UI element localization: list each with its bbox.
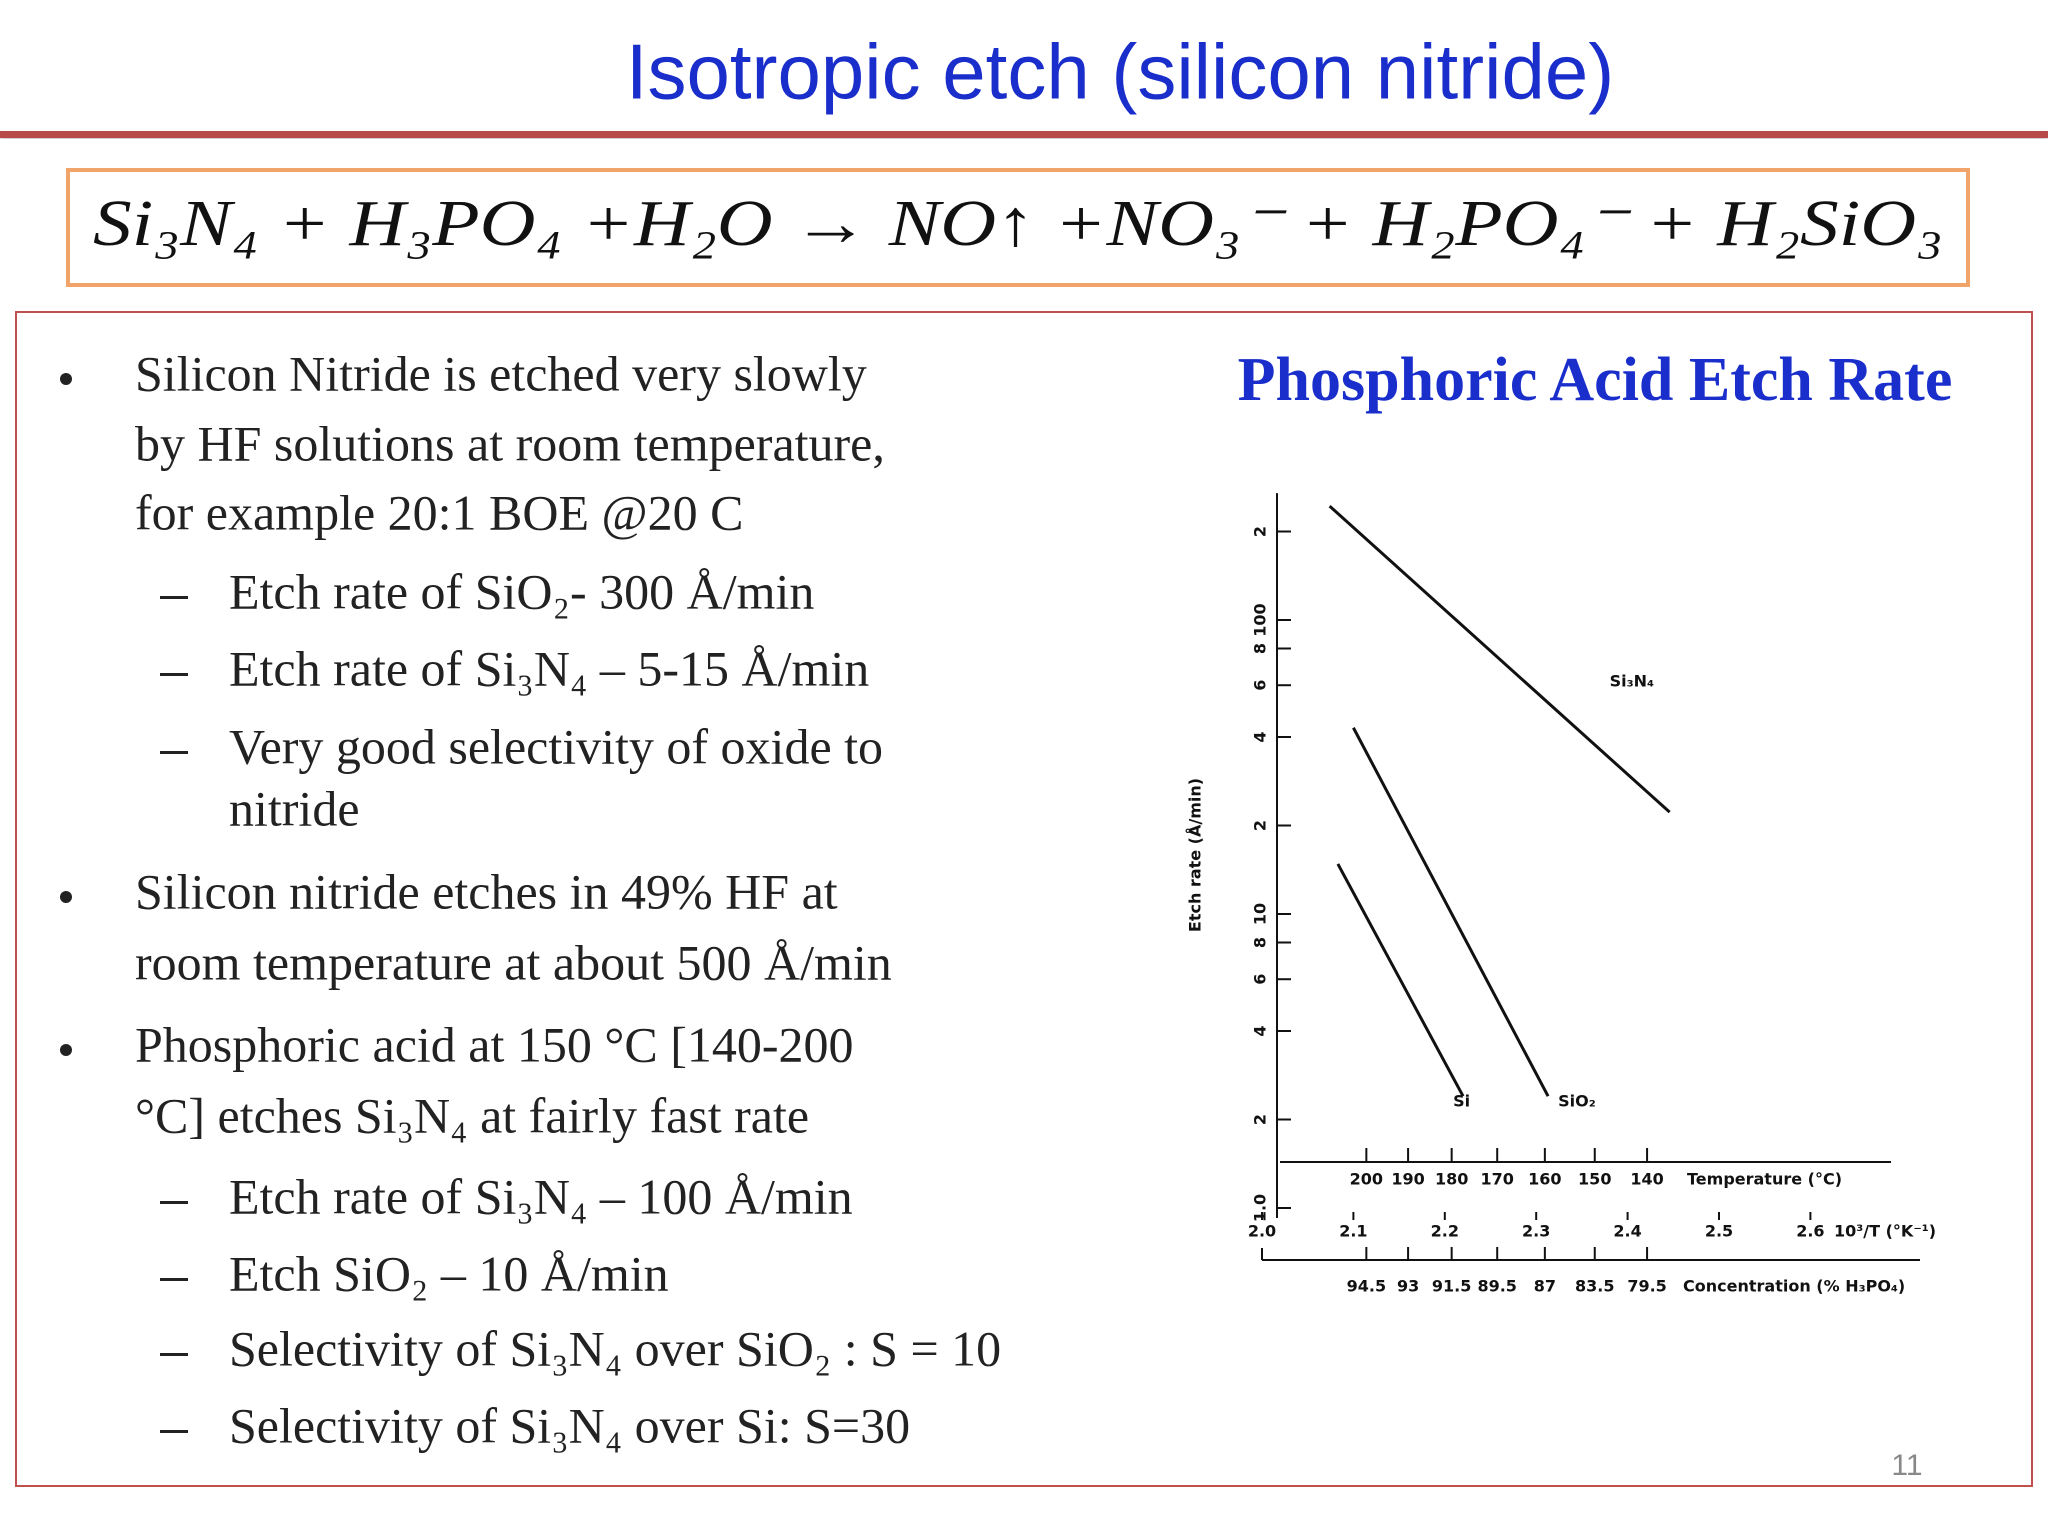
- dash: [160, 751, 188, 754]
- title-rule: [0, 131, 2048, 138]
- equation: Si₃N₄ + H₃PO₄ +H₂O → NO↑ +NO₃⁻ + H₂PO₄⁻ …: [93, 187, 1943, 260]
- slide-title: Isotropic etch (silicon nitride): [626, 28, 1614, 116]
- bullet-text: Selectivity of Si₃N₄ over SiO₂ : S = 10: [229, 1320, 1001, 1376]
- dash: [160, 596, 188, 599]
- temperature-tick-label: 170: [1481, 1170, 1514, 1189]
- bullet: [60, 1044, 72, 1056]
- temperature-tick-label: 200: [1350, 1170, 1383, 1189]
- concentration-tick-label: 89.5: [1477, 1277, 1516, 1296]
- y-tick-label: 2: [1251, 820, 1270, 831]
- y-tick-label: 1.0: [1251, 1194, 1270, 1222]
- y-tick-label: 2: [1251, 526, 1270, 537]
- x-tick-label: 2.3: [1522, 1222, 1550, 1241]
- y-tick-label: 8: [1251, 643, 1270, 654]
- bullet-text: Phosphoric acid at 150 °C [140-200: [135, 1016, 854, 1072]
- dash: [160, 1430, 188, 1433]
- series-label: Si₃N₄: [1610, 672, 1654, 691]
- x-tick-label: 2.1: [1339, 1222, 1367, 1241]
- chart-title: Phosphoric Acid Etch Rate: [1238, 346, 1953, 414]
- bullet-text: room temperature at about 500 Å/min: [135, 934, 892, 990]
- dash: [160, 1201, 188, 1204]
- y-tick-label: 4: [1251, 1025, 1270, 1036]
- temperature-tick-label: 160: [1528, 1170, 1561, 1189]
- concentration-tick-label: 93: [1397, 1277, 1419, 1296]
- bullet-text: Etch rate of SiO₂- 300 Å/min: [229, 563, 814, 619]
- bullet-text: by HF solutions at room temperature,: [135, 415, 885, 471]
- x-axis-label: 10³/T (°K⁻¹): [1834, 1222, 1936, 1241]
- y-tick-label: 6: [1251, 680, 1270, 691]
- y-tick-label: 10: [1251, 903, 1270, 925]
- bullet-text: for example 20:1 BOE @20 C: [135, 484, 743, 540]
- bullet-text: Very good selectivity of oxide to: [229, 718, 883, 774]
- x-tick-label: 2.5: [1705, 1222, 1733, 1241]
- series-label: Si: [1453, 1092, 1470, 1111]
- y-axis-label: Etch rate (Å/min): [1186, 778, 1205, 932]
- concentration-tick-label: 94.5: [1347, 1277, 1386, 1296]
- y-tick-label: 2: [1251, 1114, 1270, 1125]
- temperature-tick-label: 140: [1630, 1170, 1663, 1189]
- y-tick-label: 8: [1251, 937, 1270, 948]
- temperature-tick-label: 180: [1435, 1170, 1468, 1189]
- bullet: [60, 891, 72, 903]
- bullet-text: Silicon Nitride is etched very slowly: [135, 345, 867, 401]
- series-line: [1352, 727, 1550, 1097]
- content-box: [15, 311, 2033, 1487]
- dash: [160, 673, 188, 676]
- page-number: 11: [1891, 1449, 1922, 1482]
- x-tick-label: 2.2: [1431, 1222, 1459, 1241]
- bullet-text: Selectivity of Si₃N₄ over Si: S=30: [229, 1397, 910, 1453]
- series-line: [1336, 863, 1465, 1097]
- concentration-tick-label: 87: [1534, 1277, 1556, 1296]
- bullet-text: Etch rate of Si₃N₄ – 100 Å/min: [229, 1168, 853, 1224]
- concentration-tick-label: 91.5: [1432, 1277, 1471, 1296]
- concentration-label: Concentration (% H₃PO₄): [1683, 1277, 1905, 1296]
- bullet-text: Etch rate of Si₃N₄ – 5-15 Å/min: [229, 640, 869, 696]
- temperature-tick-label: 190: [1391, 1170, 1424, 1189]
- dash: [160, 1278, 188, 1281]
- x-tick-label: 2.6: [1796, 1222, 1824, 1241]
- temperature-label: Temperature (°C): [1687, 1170, 1842, 1189]
- y-tick-label: 6: [1251, 974, 1270, 985]
- series-label: SiO₂: [1558, 1092, 1596, 1111]
- dash: [160, 1353, 188, 1356]
- series-line: [1328, 504, 1671, 814]
- temperature-tick-label: 150: [1578, 1170, 1611, 1189]
- bullet-text: Silicon nitride etches in 49% HF at: [135, 863, 838, 919]
- bullet: [60, 373, 72, 385]
- x-tick-label: 2.4: [1613, 1222, 1641, 1241]
- y-tick-label: 4: [1251, 731, 1270, 742]
- concentration-tick-label: 83.5: [1575, 1277, 1614, 1296]
- y-tick-label: 100: [1251, 603, 1270, 636]
- x-tick-label: 2.0: [1248, 1222, 1276, 1241]
- bullet-text: °C] etches Si₃N₄ at fairly fast rate: [135, 1087, 809, 1143]
- bullet-text: nitride: [229, 780, 360, 836]
- concentration-tick-label: 79.5: [1627, 1277, 1666, 1296]
- equation-box: [66, 168, 1970, 287]
- bullet-text: Etch SiO₂ – 10 Å/min: [229, 1245, 669, 1301]
